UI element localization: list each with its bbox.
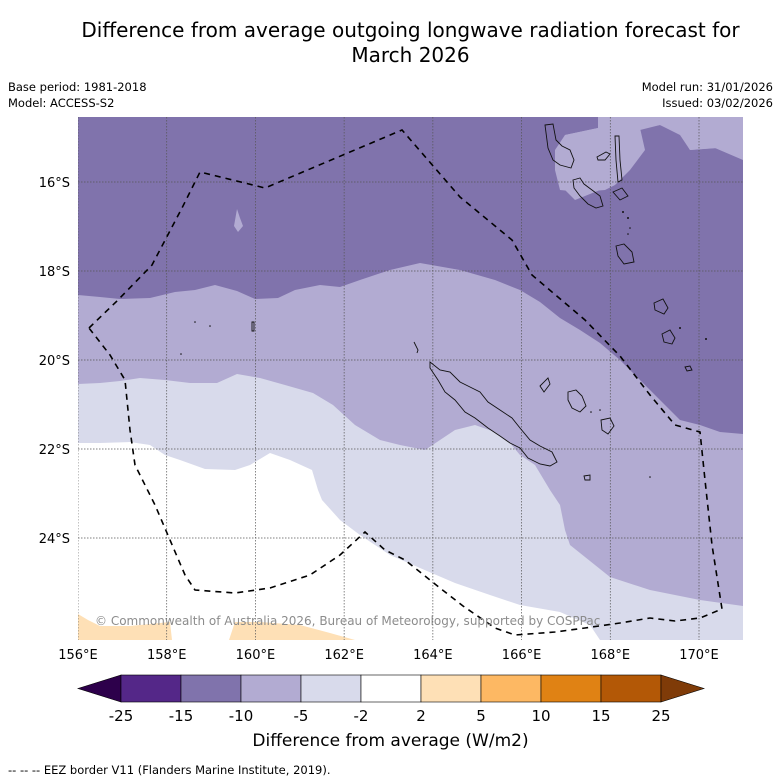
coastline-belep bbox=[413, 341, 419, 354]
coastline-ouvea bbox=[539, 377, 551, 393]
title-line-2: March 2026 bbox=[351, 43, 470, 67]
x-tick-label: 156°E bbox=[58, 648, 98, 663]
colorbar-tick-label: 15 bbox=[591, 707, 610, 725]
chart-title: Difference from average outgoing longwav… bbox=[0, 18, 781, 68]
colorbar-tick-label: -15 bbox=[169, 707, 194, 725]
contour-2-to-5-west bbox=[78, 614, 172, 640]
map-plot-area bbox=[78, 117, 743, 640]
eez-border bbox=[87, 129, 723, 636]
coastlines bbox=[251, 123, 693, 481]
x-tick-label: 164°E bbox=[413, 648, 453, 663]
colorbar-bin bbox=[360, 674, 422, 703]
colorbar-tick-label: -25 bbox=[109, 707, 134, 725]
colorbar-bin bbox=[240, 674, 302, 703]
y-tick-label: 16°S bbox=[39, 176, 70, 191]
coastline-mare bbox=[600, 417, 615, 435]
colorbar: -25 -15 -10 -5 -2 2 5 10 15 25 bbox=[76, 674, 706, 725]
title-line-1: Difference from average outgoing longwav… bbox=[81, 18, 740, 42]
x-tick-label: 160°E bbox=[236, 648, 276, 663]
y-tick-label: 22°S bbox=[39, 443, 70, 458]
colorbar-tick-label: -5 bbox=[294, 707, 309, 725]
coastline-tanna bbox=[653, 298, 669, 315]
x-tick-label: 168°E bbox=[591, 648, 631, 663]
y-tick-label: 20°S bbox=[39, 354, 70, 369]
colorbar-tick-label: 5 bbox=[476, 707, 486, 725]
contour-ne-lighter bbox=[555, 117, 743, 192]
small-islands bbox=[180, 211, 707, 478]
colorbar-tick-label: 10 bbox=[531, 707, 550, 725]
x-axis-ticks: 156°E 158°E 160°E 162°E 164°E 166°E 168°E 170°E bbox=[58, 648, 719, 663]
base-period: Base period: 1981-2018 bbox=[8, 80, 147, 94]
coastline-malekula bbox=[572, 177, 604, 209]
x-tick-label: 166°E bbox=[502, 648, 542, 663]
eez-footnote: -- -- -- EEZ border V11 (Flanders Marine… bbox=[8, 763, 331, 777]
issued-date: Issued: 03/02/2026 bbox=[662, 96, 773, 110]
contour-spot bbox=[234, 209, 243, 232]
x-tick-label: 170°E bbox=[679, 648, 719, 663]
model-name: Model: ACCESS-S2 bbox=[8, 96, 115, 110]
colorbar-bin bbox=[480, 674, 542, 703]
coastline-isle-of-pines bbox=[583, 474, 591, 481]
coastline-chesterfield bbox=[251, 321, 255, 332]
model-run: Model run: 31/01/2026 bbox=[641, 80, 773, 94]
coastline-espiritu-santo bbox=[544, 123, 575, 169]
colorbar-bin bbox=[600, 674, 662, 703]
coastline-new-caledonia bbox=[429, 361, 558, 467]
colorbar-bin bbox=[300, 674, 362, 703]
coastline-erromango bbox=[661, 329, 676, 345]
colorbar-bin bbox=[120, 674, 182, 703]
colorbar-extend-high bbox=[660, 674, 706, 703]
contour-minus15-to-minus10 bbox=[78, 117, 743, 434]
coastline-epi bbox=[612, 187, 629, 201]
y-axis-ticks: 16°S 18°S 20°S 22°S 24°S bbox=[39, 176, 70, 547]
coastline-lifou bbox=[567, 389, 587, 413]
y-tick-label: 24°S bbox=[39, 532, 70, 547]
colorbar-bin bbox=[180, 674, 242, 703]
contour-2-to-5-center bbox=[229, 622, 355, 640]
gridlines bbox=[78, 117, 743, 640]
colorbar-bin bbox=[420, 674, 482, 703]
colorbar-tick-label: -10 bbox=[229, 707, 254, 725]
x-tick-label: 162°E bbox=[324, 648, 364, 663]
colorbar-title: Difference from average (W/m2) bbox=[252, 731, 529, 751]
colorbar-tick-label: 25 bbox=[651, 707, 670, 725]
y-tick-label: 18°S bbox=[39, 265, 70, 280]
coastline-ambae bbox=[596, 151, 611, 161]
colorbar-bin bbox=[540, 674, 602, 703]
colorbar-extend-low bbox=[76, 674, 122, 703]
colorbar-tick-label: -2 bbox=[354, 707, 369, 725]
meta-right: Model run: 31/01/2026 Issued: 03/02/2026 bbox=[642, 79, 773, 111]
coastline-efate bbox=[615, 243, 635, 265]
copyright-notice: © Commonwealth of Australia 2026, Bureau… bbox=[95, 614, 601, 628]
coastline-pentecost bbox=[614, 135, 623, 183]
colorbar-tick-label: 2 bbox=[416, 707, 426, 725]
coastline-aneityum bbox=[684, 365, 693, 372]
meta-left: Base period: 1981-2018 Model: ACCESS-S2 bbox=[8, 79, 147, 111]
x-tick-label: 158°E bbox=[147, 648, 187, 663]
